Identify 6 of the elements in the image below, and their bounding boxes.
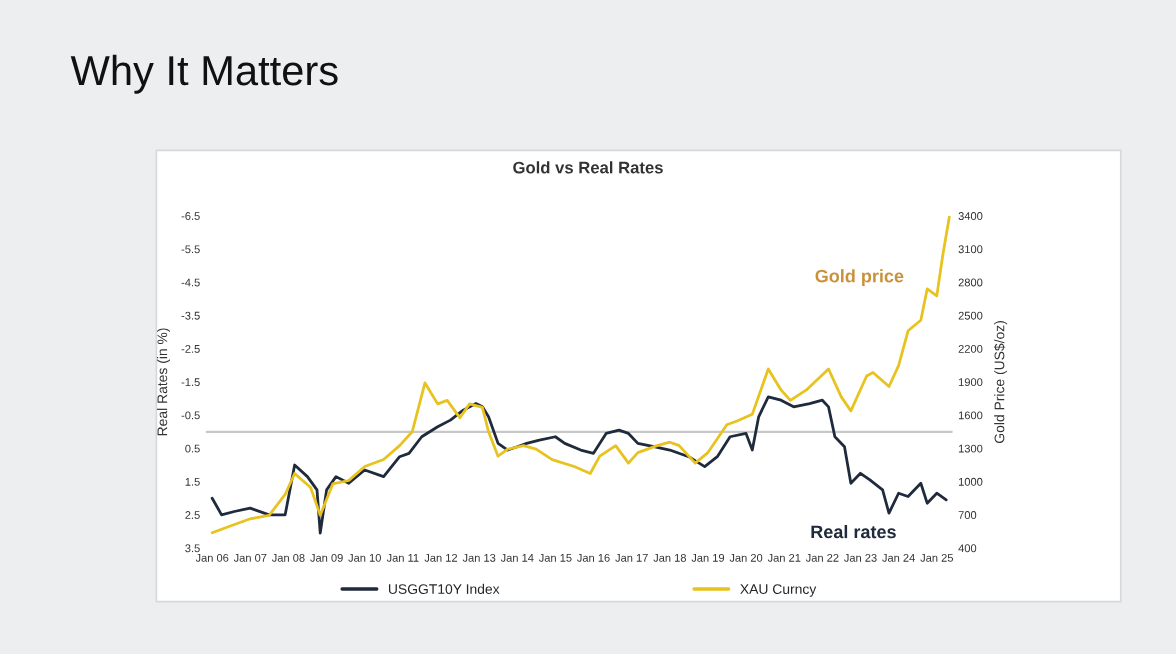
chart-subtitle: Gold vs Real Rates [513,161,663,174]
annotation: Gold price [815,269,904,287]
annotation: Real rates [811,525,896,539]
line-series [210,395,948,535]
chart-title: Why It Matters [70,54,338,94]
line-series [210,215,951,535]
